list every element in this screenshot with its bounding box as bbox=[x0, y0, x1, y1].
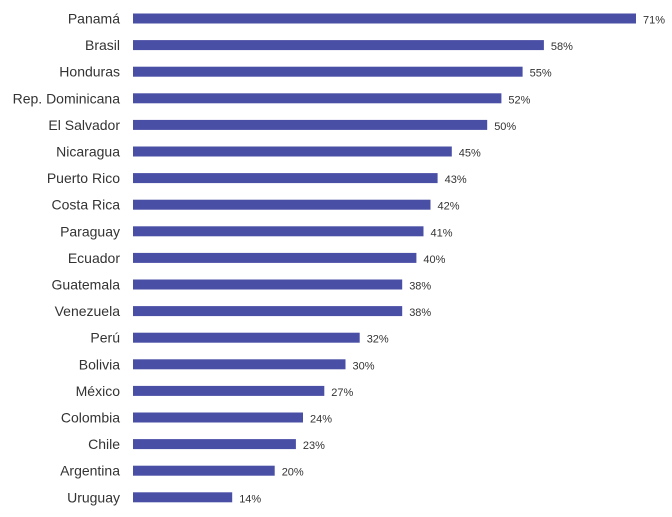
bar bbox=[133, 385, 325, 396]
category-label: Rep. Dominicana bbox=[13, 90, 121, 106]
value-label: 30% bbox=[353, 360, 375, 372]
category-label: Panamá bbox=[68, 11, 120, 27]
category-label: Argentina bbox=[60, 463, 120, 479]
bar bbox=[133, 332, 360, 343]
category-label: Bolivia bbox=[79, 356, 120, 372]
bar bbox=[133, 226, 424, 237]
value-label: 27% bbox=[331, 387, 353, 399]
category-label: Chile bbox=[88, 436, 120, 452]
category-labels: Panamá Brasil Honduras Rep. Dominicana El Sa… bbox=[13, 11, 121, 506]
category-label: Nicaragua bbox=[56, 144, 120, 160]
category-label: Honduras bbox=[59, 64, 120, 80]
value-label: 40% bbox=[423, 254, 445, 266]
category-label: Ecuador bbox=[68, 250, 120, 266]
value-label: 55% bbox=[530, 68, 552, 80]
value-label: 23% bbox=[303, 440, 325, 452]
value-label: 71% bbox=[643, 15, 665, 27]
bar bbox=[133, 173, 438, 184]
bar bbox=[133, 306, 403, 317]
value-label: 14% bbox=[239, 493, 261, 505]
bar bbox=[133, 279, 403, 290]
bar bbox=[133, 119, 488, 130]
category-label: Uruguay bbox=[67, 489, 120, 505]
category-label: Venezuela bbox=[55, 303, 121, 319]
value-label: 42% bbox=[438, 201, 460, 213]
category-label: Guatemala bbox=[52, 277, 121, 293]
bar bbox=[133, 465, 275, 476]
bar bbox=[133, 359, 346, 370]
bar bbox=[133, 492, 233, 503]
category-label: El Salvador bbox=[48, 117, 120, 133]
bar bbox=[133, 66, 523, 77]
category-label: Costa Rica bbox=[52, 197, 121, 213]
value-labels: 71% 58% 55% 52% 50% 45% 43% 42% 41% 40% 38% 38% 32% 3… bbox=[239, 15, 665, 506]
value-label: 52% bbox=[508, 94, 530, 106]
bar bbox=[133, 40, 544, 51]
value-label: 58% bbox=[551, 41, 573, 53]
value-label: 41% bbox=[431, 227, 453, 239]
value-label: 45% bbox=[459, 148, 481, 160]
value-label: 32% bbox=[367, 334, 389, 346]
bar bbox=[133, 252, 417, 263]
bar bbox=[133, 13, 636, 24]
category-label: Colombia bbox=[61, 410, 120, 426]
value-label: 20% bbox=[282, 467, 304, 479]
bar bbox=[133, 412, 303, 423]
category-label: México bbox=[76, 383, 121, 399]
category-label: Paraguay bbox=[60, 223, 120, 239]
bar bbox=[133, 93, 502, 104]
value-label: 38% bbox=[409, 281, 431, 293]
value-label: 43% bbox=[445, 174, 467, 186]
category-label: Perú bbox=[90, 330, 120, 346]
value-label: 50% bbox=[494, 121, 516, 133]
bars-layer bbox=[133, 13, 636, 503]
category-label: Puerto Rico bbox=[47, 170, 120, 186]
category-label: Brasil bbox=[85, 37, 120, 53]
bar bbox=[133, 199, 431, 210]
value-label: 38% bbox=[409, 307, 431, 319]
bar bbox=[133, 146, 452, 157]
value-label: 24% bbox=[310, 414, 332, 426]
bar bbox=[133, 439, 296, 450]
